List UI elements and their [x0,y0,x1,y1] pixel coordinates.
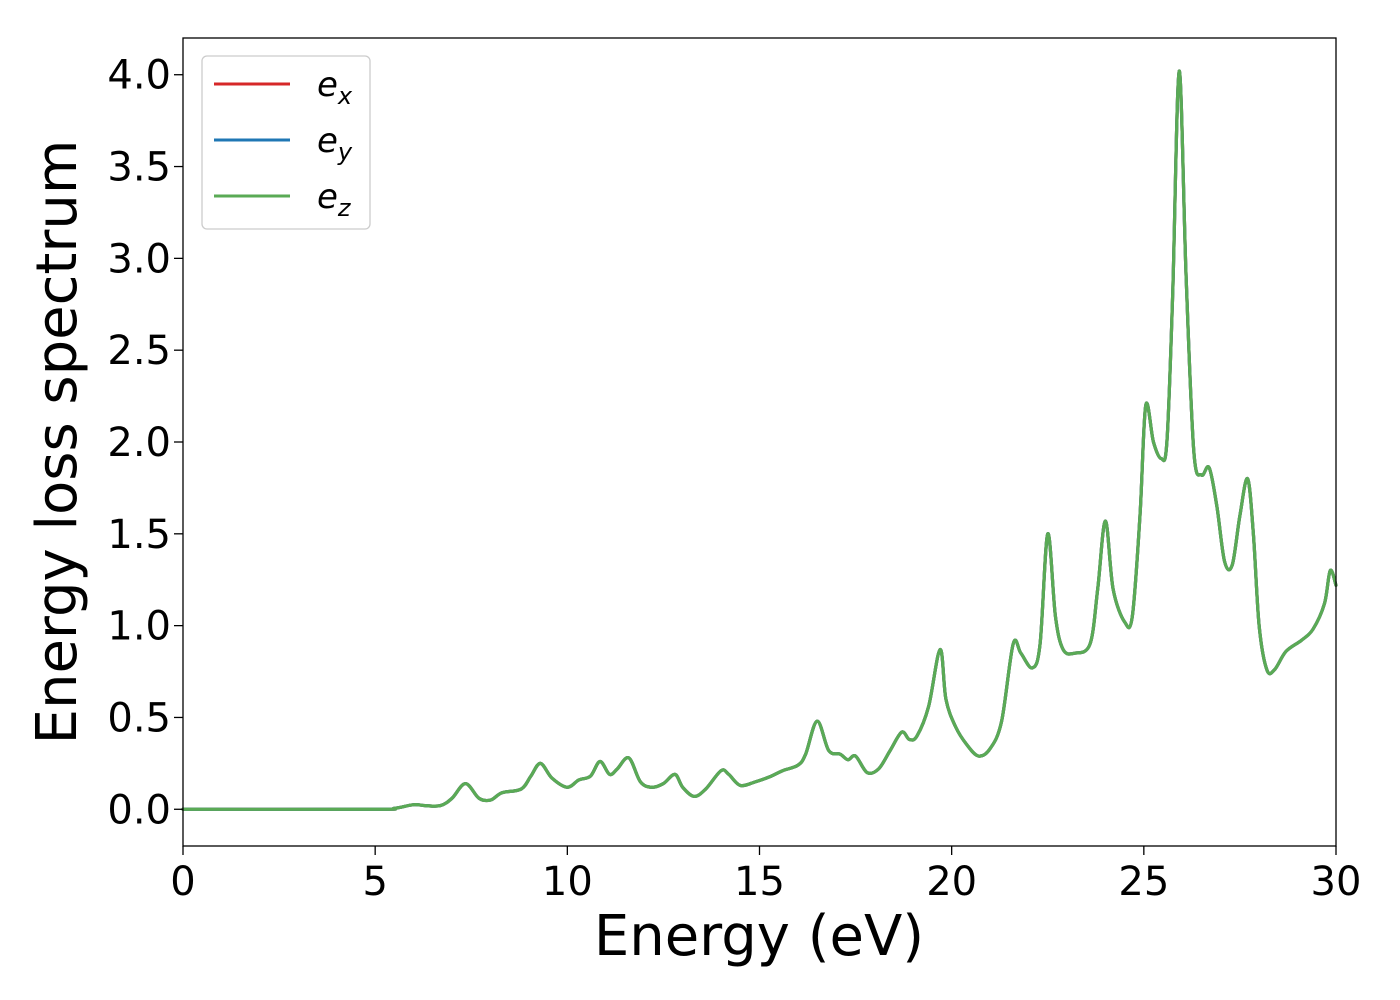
x-tick-label: 25 [1118,859,1169,905]
y-tick-label: 3.0 [107,236,171,282]
y-axis-label: Energy loss spectrum [25,140,90,745]
legend-label-z: ez [317,177,352,222]
y-axis-ticks: 0.0 0.5 1.0 1.5 2.0 2.5 3.0 3.5 4.0 [107,53,183,833]
legend-frame [201,55,371,230]
x-axis-ticks: 0 5 10 15 20 25 30 [170,846,1361,905]
x-tick-label: 0 [170,859,195,905]
x-axis-label: Energy (eV) [594,904,924,969]
x-tick-label: 15 [734,859,785,905]
y-tick-label: 4.0 [107,53,171,99]
y-tick-label: 0.0 [107,787,171,833]
x-tick-label: 10 [542,859,593,905]
y-tick-label: 2.5 [107,328,171,374]
y-tick-label: 3.5 [107,145,171,191]
x-tick-label: 20 [926,859,977,905]
x-tick-label: 30 [1311,859,1362,905]
series-line-e-z [181,69,1338,811]
legend-label-y: ey [317,121,353,166]
legend-label-x: ex [317,65,353,110]
series-layer [181,69,1338,811]
y-tick-label: 1.0 [107,604,171,650]
x-tick-label: 5 [362,859,387,905]
y-tick-label: 0.5 [107,695,171,741]
legend: ex ey ez [201,55,371,230]
y-tick-label: 2.0 [107,420,171,466]
y-tick-label: 1.5 [107,512,171,558]
